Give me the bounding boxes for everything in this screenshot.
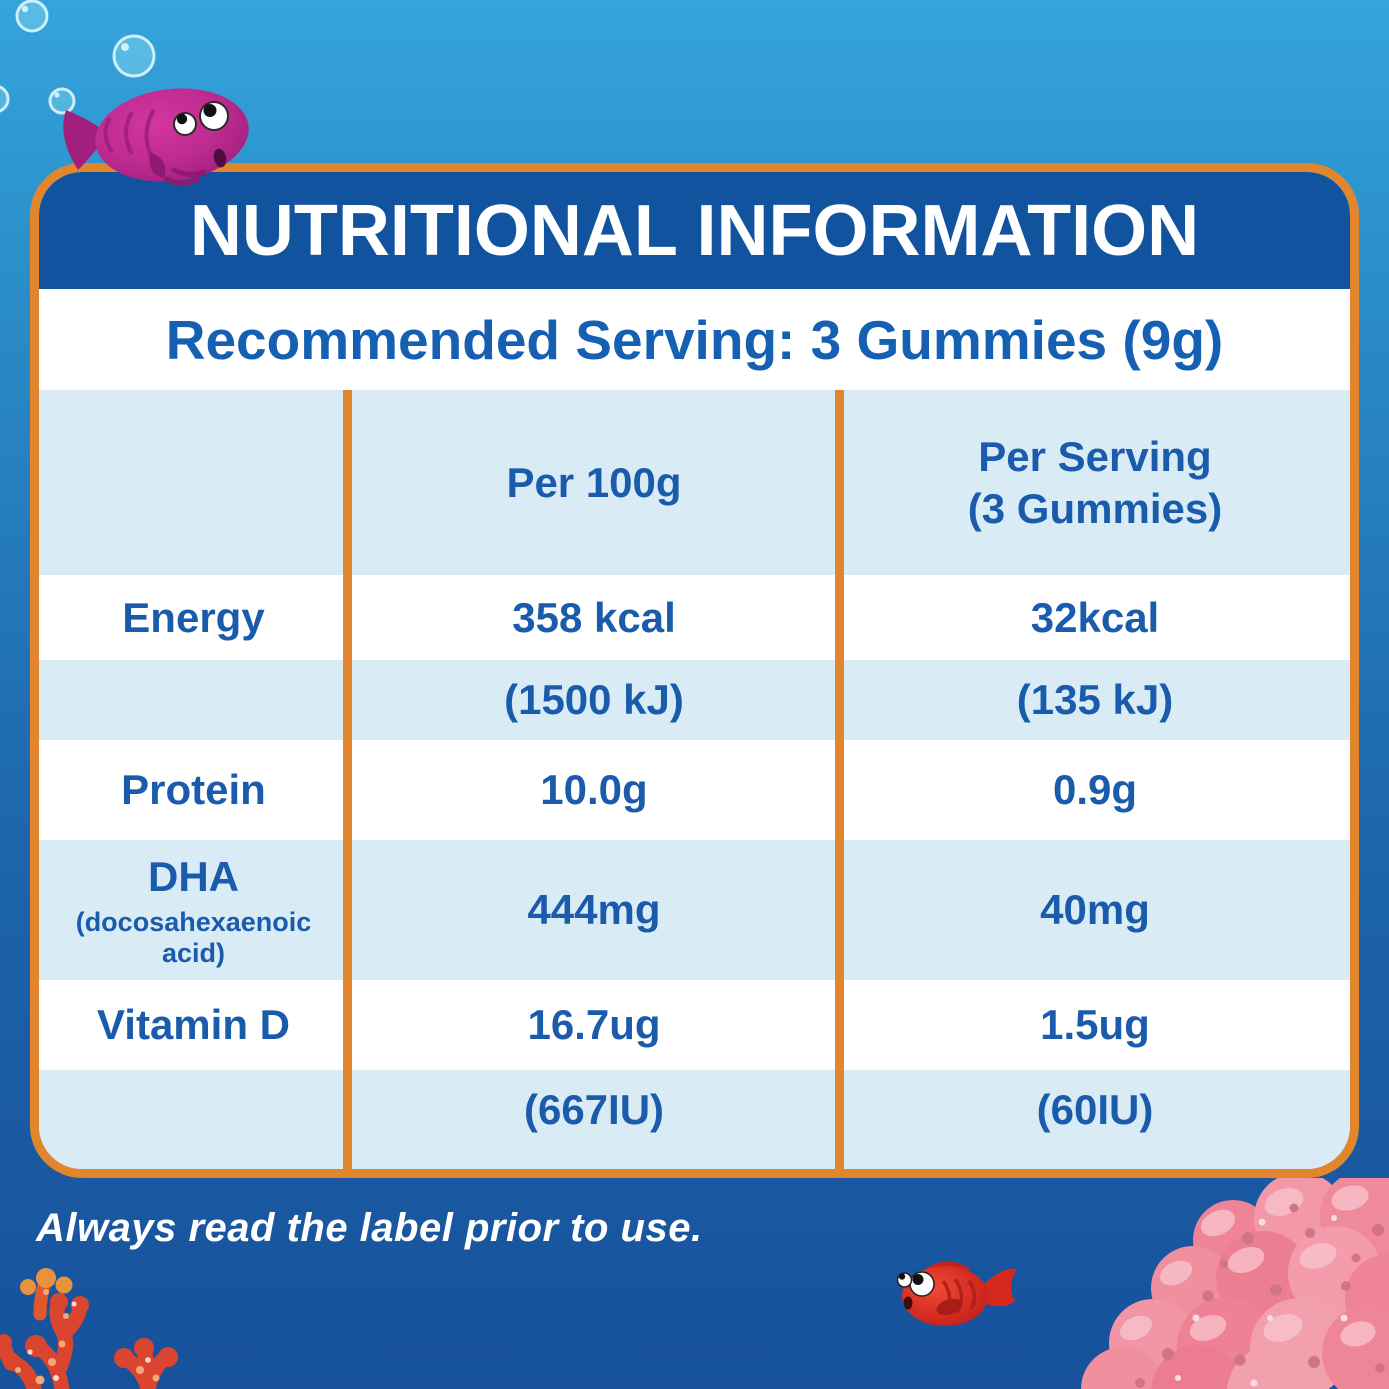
table-row-energy-kj: (1500 kJ) (135 kJ) (39, 660, 1350, 740)
table-row-vitamin-d: Vitamin D 16.7ug 1.5ug (39, 980, 1350, 1070)
value-per-serving: (135 kJ) (1016, 676, 1174, 724)
value-per-100g: 10.0g (540, 766, 648, 814)
value-per-serving: (60IU) (1036, 1086, 1154, 1134)
value-per-serving: 40mg (1040, 886, 1150, 934)
bubble (15, 0, 49, 33)
column-header-per-serving: Per Serving (3 Gummies) (967, 433, 1223, 532)
bubble (112, 34, 156, 78)
value-per-serving: 32kcal (1030, 593, 1160, 641)
value-per-serving: 0.9g (1052, 766, 1138, 814)
nutrition-table: Per 100g Per Serving (3 Gummies) Energy … (39, 390, 1350, 1169)
table-header-row: Per 100g Per Serving (3 Gummies) (39, 390, 1350, 575)
column-header-blank (39, 390, 348, 575)
red-coral-icon (0, 1268, 178, 1389)
dha-label: DHA (148, 853, 239, 901)
bubble (0, 85, 10, 113)
footer-note: Always read the label prior to use. (36, 1206, 703, 1250)
column-header-per-100g: Per 100g (506, 458, 682, 506)
value-per-100g: 358 kcal (512, 593, 676, 641)
row-label: Energy (122, 593, 265, 641)
recommended-serving-text: Recommended Serving: 3 Gummies (9g) (165, 308, 1224, 371)
value-per-serving: 1.5ug (1040, 1001, 1150, 1049)
dha-sublabel: (docosahexaenoic acid) (75, 906, 312, 968)
table-row-dha: DHA (docosahexaenoic acid) 444mg 40mg (39, 840, 1350, 980)
pink-coral-icon (1081, 1178, 1389, 1389)
page-title: NUTRITIONAL INFORMATION (189, 190, 1200, 271)
column-divider (835, 390, 844, 1169)
row-label (39, 660, 348, 740)
row-label: DHA (docosahexaenoic acid) (39, 840, 348, 980)
row-label: Vitamin D (97, 1001, 290, 1049)
card-header-band: NUTRITIONAL INFORMATION (39, 172, 1350, 289)
pink-fish-icon (63, 88, 249, 186)
row-label: Protein (121, 766, 266, 814)
value-per-100g: 444mg (527, 886, 661, 934)
table-row-vitamin-d-iu: (667IU) (60IU) (39, 1070, 1350, 1150)
value-per-100g: (667IU) (523, 1086, 665, 1134)
column-divider (343, 390, 352, 1169)
serving-band: Recommended Serving: 3 Gummies (9g) (39, 289, 1350, 390)
nutrition-label-card: NUTRITIONAL INFORMATION Recommended Serv… (30, 163, 1359, 1178)
value-per-100g: 16.7ug (527, 1001, 661, 1049)
table-row-energy: Energy 358 kcal 32kcal (39, 575, 1350, 660)
row-label (39, 1070, 348, 1150)
red-fish-icon (896, 1261, 1017, 1326)
value-per-100g: (1500 kJ) (504, 676, 684, 724)
table-row-protein: Protein 10.0g 0.9g (39, 740, 1350, 840)
table-bottom-pad (39, 1150, 1350, 1169)
bubbles-icon (0, 0, 156, 115)
